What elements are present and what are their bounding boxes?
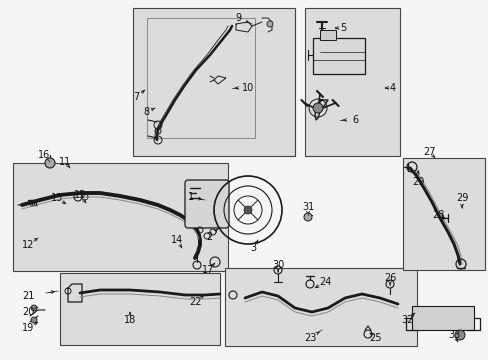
Bar: [312, 38, 364, 74]
Bar: [147, 18, 254, 138]
Text: 1: 1: [187, 192, 194, 202]
FancyBboxPatch shape: [184, 180, 228, 228]
Circle shape: [31, 305, 37, 311]
Text: 13: 13: [51, 193, 63, 203]
Text: 30: 30: [271, 260, 284, 270]
Text: 28: 28: [431, 210, 443, 220]
Bar: [60, 273, 220, 345]
Text: 18: 18: [123, 315, 136, 325]
Text: 11: 11: [59, 157, 71, 167]
Text: 26: 26: [383, 273, 395, 283]
Text: 29: 29: [455, 193, 467, 203]
Text: 12: 12: [22, 240, 34, 250]
Text: 21: 21: [22, 291, 34, 301]
Text: 14: 14: [170, 235, 183, 245]
Text: 27: 27: [423, 147, 435, 157]
Text: 8: 8: [142, 107, 149, 117]
Text: 20: 20: [22, 307, 34, 317]
Bar: [305, 8, 399, 156]
Text: 17: 17: [202, 265, 214, 275]
Text: 9: 9: [234, 13, 241, 23]
Text: 2: 2: [205, 232, 212, 242]
Text: 25: 25: [368, 333, 381, 343]
Text: 19: 19: [22, 323, 34, 333]
Text: 10: 10: [242, 83, 254, 93]
Text: 15: 15: [74, 190, 86, 200]
Circle shape: [266, 21, 272, 27]
Text: 5: 5: [339, 23, 346, 33]
Text: 23: 23: [303, 333, 316, 343]
Circle shape: [244, 206, 251, 214]
Text: 33: 33: [447, 330, 459, 340]
Text: 24: 24: [318, 277, 330, 287]
Text: 7: 7: [133, 92, 139, 102]
Bar: [319, 30, 335, 40]
Text: 16: 16: [38, 150, 50, 160]
Bar: [411, 306, 473, 330]
Text: 4: 4: [389, 83, 395, 93]
Circle shape: [454, 330, 464, 340]
Text: 6: 6: [351, 115, 357, 125]
Bar: [13, 163, 227, 271]
Circle shape: [304, 213, 311, 221]
Circle shape: [312, 103, 323, 113]
Text: 29: 29: [411, 177, 423, 187]
Text: 31: 31: [301, 202, 313, 212]
Text: 3: 3: [249, 243, 256, 253]
Bar: [224, 268, 416, 346]
Circle shape: [45, 158, 55, 168]
Text: 32: 32: [400, 315, 412, 325]
Bar: [402, 158, 484, 270]
Circle shape: [31, 317, 37, 323]
Text: 22: 22: [189, 297, 202, 307]
Bar: [133, 8, 294, 156]
